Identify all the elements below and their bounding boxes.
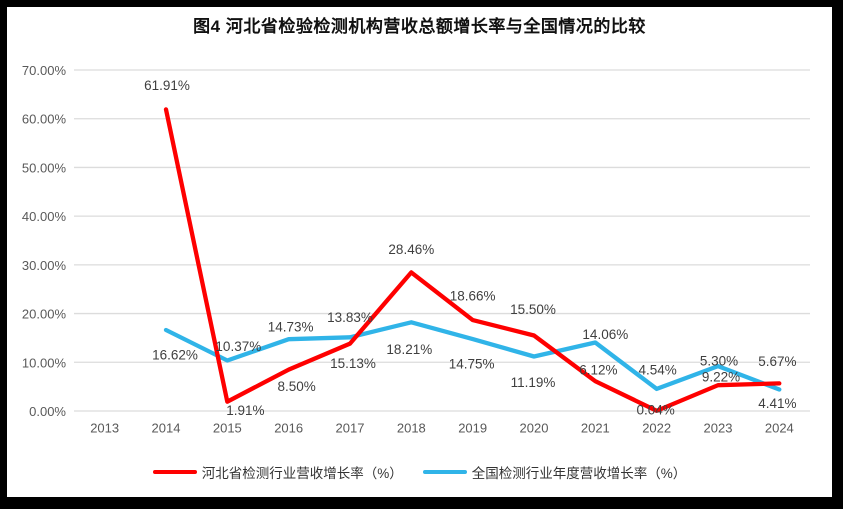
legend-item-national: 全国检测行业年度营收增长率（%） [422,462,687,482]
legend-label-national: 全国检测行业年度营收增长率（%） [471,466,687,481]
legend-line-swatch-hebei-icon [152,469,197,475]
legend: 河北省检测行业营收增长率（%） 全国检测行业年度营收增长率（%） [7,462,832,482]
chart-title: 图4 河北省检验检测机构营收总额增长率与全国情况的比较 [193,17,646,36]
legend-item-hebei: 河北省检测行业营收增长率（%） [152,462,403,482]
legend-label-hebei: 河北省检测行业营收增长率（%） [201,466,403,481]
chart-page: 图4 河北省检验检测机构营收总额增长率与全国情况的比较 河北省检测行业营收增长率… [7,7,832,497]
legend-line-swatch-national-icon [422,469,467,475]
